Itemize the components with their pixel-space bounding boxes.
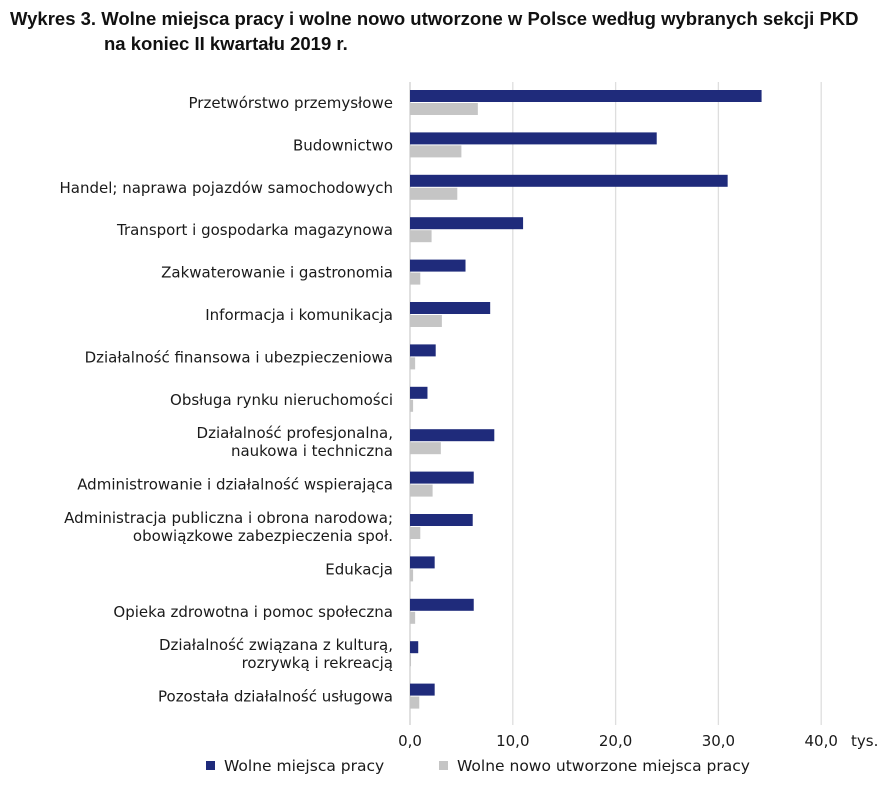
bar-nowo-utworzone: [410, 611, 416, 624]
bar-nowo-utworzone: [410, 187, 458, 200]
bar-nowo-utworzone: [410, 654, 412, 667]
bar-nowo-utworzone: [410, 527, 421, 539]
bar-wolne-miejsca: [410, 386, 428, 399]
category-label: Informacja i komunikacja: [205, 306, 393, 324]
category-label: Pozostała działalność usługowa: [158, 688, 393, 706]
category-label-line: rozrywką i rekreacją: [242, 654, 393, 672]
legend-swatch-nowo-utworzone: [439, 761, 448, 770]
category-label-line: Handel; naprawa pojazdów samochodowych: [59, 179, 393, 197]
bar-nowo-utworzone: [410, 315, 442, 327]
bar-nowo-utworzone: [410, 696, 420, 709]
legend-label: Wolne nowo utworzone miejsca pracy: [457, 757, 750, 775]
bar-wolne-miejsca: [410, 132, 657, 145]
bar-wolne-miejsca: [410, 683, 435, 696]
title-line-2: na koniec II kwartału 2019 r.: [104, 33, 348, 54]
x-tick-label: 10,0: [496, 732, 529, 750]
bar-nowo-utworzone: [410, 103, 478, 115]
category-label-line: naukowa i techniczna: [231, 442, 393, 460]
x-tick-labels: 0,0 10,0 20,0 30,0 40,0: [398, 732, 838, 750]
category-label-line: Zakwaterowanie i gastronomia: [161, 264, 393, 282]
category-label: Opieka zdrowotna i pomoc społeczna: [113, 603, 393, 621]
bar-nowo-utworzone: [410, 484, 433, 497]
category-label: Handel; naprawa pojazdów samochodowych: [59, 179, 393, 197]
category-label: Transport i gospodarka magazynowa: [116, 221, 393, 239]
category-label: Administrowanie i działalność wspierając…: [77, 476, 393, 494]
bar-wolne-miejsca: [410, 429, 495, 442]
category-label-line: obowiązkowe zabezpieczenia społ.: [133, 527, 393, 545]
category-label-line: Działalność finansowa i ubezpieczeniowa: [85, 348, 393, 366]
category-label-line: Budownictwo: [293, 136, 393, 154]
category-label-line: Transport i gospodarka magazynowa: [116, 221, 393, 239]
category-label-line: Informacja i komunikacja: [205, 306, 393, 324]
bar-wolne-miejsca: [410, 556, 435, 569]
category-label-line: Administrowanie i działalność wspierając…: [77, 476, 393, 494]
chart-title: Wykres 3. Wolne miejsca pracy i wolne no…: [10, 6, 880, 56]
category-label: Budownictwo: [293, 136, 393, 154]
category-label: Obsługa rynku nieruchomości: [170, 391, 393, 409]
bar-nowo-utworzone: [410, 357, 416, 370]
bars: [410, 90, 762, 709]
bar-nowo-utworzone: [410, 569, 414, 582]
category-label: Przetwórstwo przemysłowe: [189, 94, 394, 112]
category-label-line: Edukacja: [325, 560, 393, 578]
category-label: Administracja publiczna i obrona narodow…: [64, 509, 393, 545]
category-label-line: Opieka zdrowotna i pomoc społeczna: [113, 603, 393, 621]
category-label-line: Działalność profesjonalna,: [197, 424, 393, 442]
category-label-line: Przetwórstwo przemysłowe: [189, 94, 394, 112]
category-label: Działalność związana z kulturą, rozrywką …: [159, 636, 393, 672]
x-tick-label: 0,0: [398, 732, 422, 750]
bar-wolne-miejsca: [410, 217, 524, 230]
bar-nowo-utworzone: [410, 399, 414, 412]
category-label-line: Obsługa rynku nieruchomości: [170, 391, 393, 409]
category-label-line: Pozostała działalność usługowa: [158, 688, 393, 706]
bar-wolne-miejsca: [410, 598, 474, 611]
bar-wolne-miejsca: [410, 344, 436, 357]
bar-wolne-miejsca: [410, 259, 466, 272]
bar-wolne-miejsca: [410, 302, 491, 314]
bar-wolne-miejsca: [410, 90, 762, 102]
legend-swatch-wolne-miejsca: [206, 761, 215, 770]
bar-nowo-utworzone: [410, 230, 432, 243]
legend-label: Wolne miejsca pracy: [224, 757, 384, 775]
bar-wolne-miejsca: [410, 471, 474, 484]
title-line-1: Wykres 3. Wolne miejsca pracy i wolne no…: [10, 8, 859, 29]
bar-nowo-utworzone: [410, 442, 441, 455]
x-tick-label: 20,0: [599, 732, 632, 750]
bar-nowo-utworzone: [410, 272, 421, 285]
category-label: Zakwaterowanie i gastronomia: [161, 264, 393, 282]
category-label: Działalność profesjonalna, naukowa i tech…: [197, 424, 393, 460]
category-label: Działalność finansowa i ubezpieczeniowa: [85, 348, 393, 366]
x-tick-label: 30,0: [702, 732, 735, 750]
bar-wolne-miejsca: [410, 514, 473, 526]
unit-label: tys.: [851, 732, 878, 750]
bar-nowo-utworzone: [410, 145, 462, 158]
x-tick-label: 40,0: [804, 732, 837, 750]
legend: Wolne miejsca pracy Wolne nowo utworzone …: [206, 757, 750, 775]
bar-wolne-miejsca: [410, 174, 728, 187]
category-labels: Przetwórstwo przemysłowe Budownictwo Hande…: [59, 94, 393, 706]
category-label: Edukacja: [325, 560, 393, 578]
bar-wolne-miejsca: [410, 641, 419, 654]
category-label-line: Administracja publiczna i obrona narodow…: [64, 509, 393, 527]
category-label-line: Działalność związana z kulturą,: [159, 636, 393, 654]
